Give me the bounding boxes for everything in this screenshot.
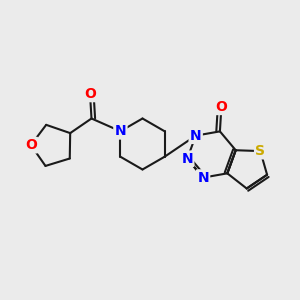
Text: O: O <box>25 138 37 152</box>
Text: O: O <box>215 100 227 114</box>
Text: N: N <box>182 152 193 166</box>
Text: N: N <box>190 129 202 143</box>
Text: N: N <box>197 171 209 184</box>
Text: N: N <box>115 124 126 138</box>
Text: S: S <box>255 144 265 158</box>
Text: O: O <box>84 87 96 101</box>
